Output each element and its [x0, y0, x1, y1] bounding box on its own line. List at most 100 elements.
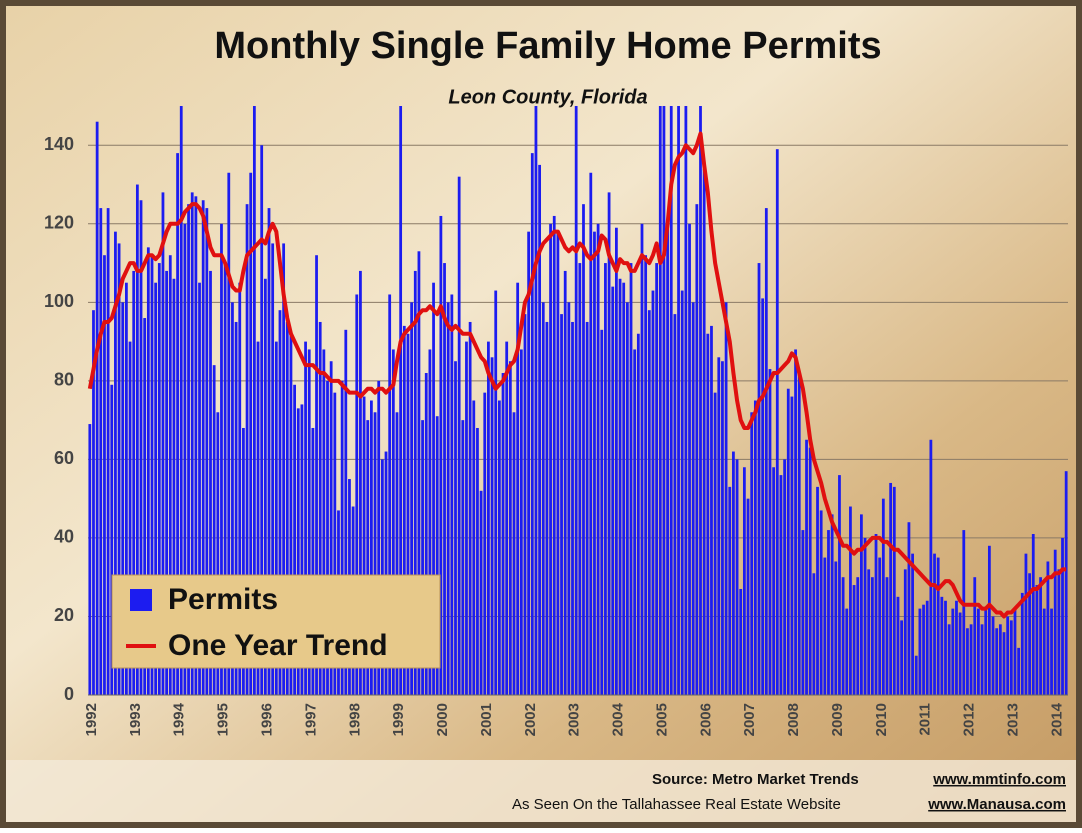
bar	[461, 420, 464, 695]
x-tick-label: 1993	[127, 703, 144, 736]
bar	[915, 656, 918, 695]
bar	[889, 483, 892, 695]
bar	[966, 628, 969, 695]
bar	[761, 298, 764, 695]
bar	[641, 224, 644, 695]
y-tick-label: 60	[54, 448, 74, 468]
bar	[714, 393, 717, 695]
bar	[476, 428, 479, 695]
bar	[582, 204, 585, 695]
bar	[447, 302, 450, 695]
x-tick-label: 1998	[346, 703, 363, 736]
bar	[919, 609, 922, 695]
bar	[940, 597, 943, 695]
bar	[1025, 554, 1028, 695]
bar	[483, 393, 486, 695]
bar	[955, 601, 958, 695]
bar	[754, 401, 757, 696]
bar	[992, 616, 995, 695]
bar	[787, 389, 790, 695]
bar	[674, 314, 677, 695]
bar	[604, 263, 607, 695]
bar	[1043, 609, 1046, 695]
bar	[684, 106, 687, 695]
bar	[509, 361, 512, 695]
bar	[831, 514, 834, 695]
bar	[535, 106, 538, 695]
credit-url: www.Manausa.com	[927, 796, 1066, 813]
bar	[984, 609, 987, 695]
bar	[549, 224, 552, 695]
bar	[99, 208, 102, 695]
bar	[747, 499, 750, 695]
y-tick-label: 0	[64, 684, 74, 704]
bar	[1010, 620, 1013, 695]
bar	[812, 573, 815, 695]
bar	[933, 554, 936, 695]
bar	[838, 475, 841, 695]
bar	[948, 624, 951, 695]
bar	[725, 302, 728, 695]
bar	[922, 605, 925, 695]
bar	[1003, 632, 1006, 695]
bar	[450, 294, 453, 695]
bar	[96, 122, 99, 695]
x-tick-label: 2011	[917, 703, 934, 736]
bar	[878, 558, 881, 695]
bar	[871, 577, 874, 695]
bar	[615, 228, 618, 695]
bar	[769, 369, 772, 695]
bar	[970, 624, 973, 695]
x-tick-label: 2000	[434, 703, 451, 736]
bar	[791, 397, 794, 695]
bar	[502, 373, 505, 695]
bar	[820, 510, 823, 695]
bar	[780, 475, 783, 695]
bar	[944, 601, 947, 695]
bar	[1017, 648, 1020, 695]
bar	[1036, 585, 1039, 695]
bar	[801, 530, 804, 695]
bar	[494, 291, 497, 695]
bar	[977, 609, 980, 695]
bar	[648, 310, 651, 695]
bar	[750, 412, 753, 695]
x-tick-label: 2009	[829, 703, 846, 736]
bar	[1065, 471, 1068, 695]
bar	[622, 283, 625, 695]
bar	[875, 534, 878, 695]
bar	[904, 569, 907, 695]
x-tick-label: 2007	[741, 703, 758, 736]
bar	[798, 373, 801, 695]
bar	[864, 538, 867, 695]
bar	[498, 401, 501, 696]
bar	[454, 361, 457, 695]
y-tick-label: 20	[54, 605, 74, 625]
bar	[666, 224, 669, 695]
bar	[765, 208, 768, 695]
x-tick-label: 1994	[171, 702, 188, 736]
bar	[695, 204, 698, 695]
bar	[721, 361, 724, 695]
bar	[776, 149, 779, 695]
bar	[571, 322, 574, 695]
bar	[677, 106, 680, 695]
bar	[560, 314, 563, 695]
bar	[505, 342, 508, 695]
bar	[882, 499, 885, 695]
legend-label: One Year Trend	[168, 629, 388, 662]
bar	[823, 558, 826, 695]
x-tick-label: 2001	[478, 703, 495, 736]
bar	[564, 271, 567, 695]
bar	[736, 459, 739, 695]
x-tick-label: 2005	[653, 703, 670, 736]
bar	[860, 514, 863, 695]
chart-title: Monthly Single Family Home Permits	[214, 25, 881, 67]
bar	[630, 263, 633, 695]
bar	[959, 613, 962, 695]
bar	[487, 342, 490, 695]
bar	[699, 106, 702, 695]
bar	[867, 569, 870, 695]
bar	[520, 349, 523, 695]
bar	[681, 291, 684, 695]
